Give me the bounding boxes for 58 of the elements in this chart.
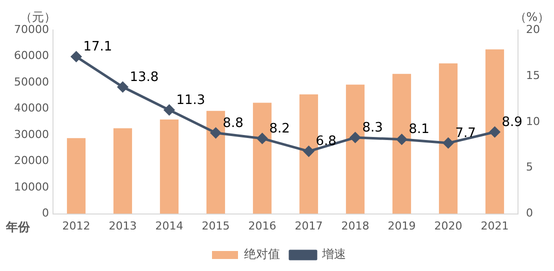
bar [252,102,272,214]
point [164,104,174,116]
y2-axis-title: （%） [514,10,550,24]
data-label: 8.9 [502,114,522,130]
x-tick-label: 2014 [155,219,184,232]
data-label: 8.3 [362,120,383,136]
y-tick-label: 30000 [14,128,49,141]
y2-tick-label: 0 [526,206,534,220]
data-label: 6.8 [316,134,336,150]
bar [66,138,86,214]
data-label: 8.1 [408,122,430,138]
point [210,128,221,138]
y-axis-title: （元） [20,10,56,24]
data-label: 8.8 [222,116,244,131]
bar [113,128,132,214]
point [443,138,454,148]
y-tick-label: 60000 [14,49,49,62]
point [117,82,128,92]
y2-tick-label: 15 [526,68,540,82]
y-tick-label: 20000 [14,154,49,168]
bar [485,49,504,214]
x-tick-label: 2019 [388,219,416,232]
y2-tick-label: 5 [526,160,534,174]
x-tick-label: 2016 [248,219,276,232]
bar [206,110,226,214]
point [396,134,407,145]
data-label: 8.2 [269,121,290,136]
point [70,51,82,62]
bar [392,74,412,214]
x-tick-label: 2015 [202,219,230,232]
point [304,146,314,157]
legend-label: 绝对值 [244,247,280,262]
data-label: 11.3 [176,92,206,108]
point [257,133,268,144]
x-tick-label: 2017 [294,219,323,232]
x-tick-label: 2021 [480,219,509,232]
y-tick-label: 40000 [14,102,49,115]
bar [160,120,179,214]
x-tick-label: 2020 [434,219,462,232]
y-tick-label: 10000 [14,180,49,194]
x-tick-label: 2013 [108,219,137,232]
legend-label: 增速 [321,247,346,262]
x-tick-label: 2018 [341,219,370,232]
point [490,126,500,138]
x-tick-label: 2012 [62,219,90,232]
bar [299,94,318,214]
data-label: 7.7 [455,126,476,141]
data-label: 13.8 [130,70,159,85]
y-tick-label: 0 [42,206,49,220]
x-axis-title: 年份 [5,220,31,234]
y2-tick-label: 10 [526,114,540,128]
data-label: 17.1 [83,40,112,55]
bar [346,84,365,214]
y-tick-label: 70000 [14,22,49,36]
point [350,132,360,143]
y-tick-label: 50000 [14,75,49,88]
bar [438,63,458,214]
y2-tick-label: 20 [526,22,540,36]
